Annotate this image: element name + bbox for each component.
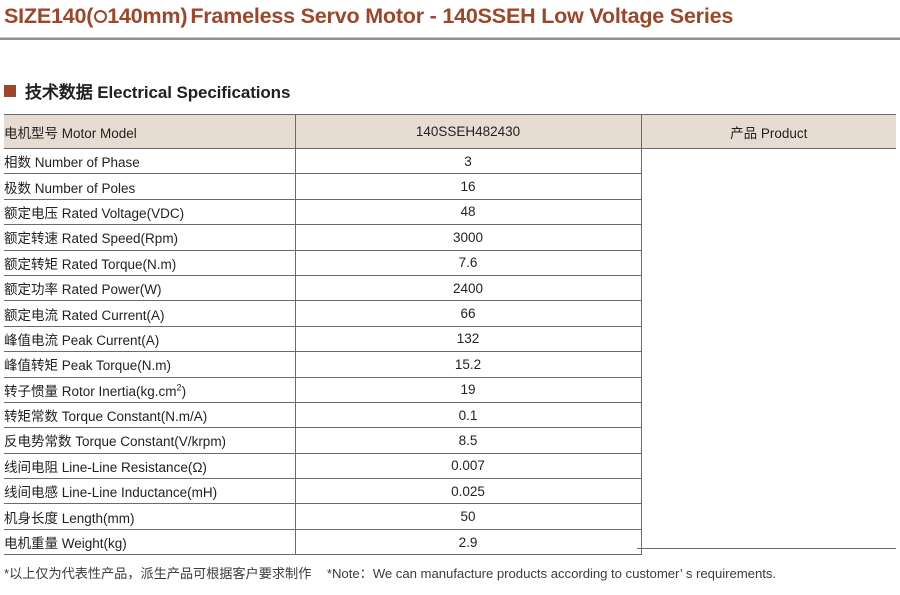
page-title-suffix: Frameless Servo Motor - 140SSEH Low Volt… [190,4,734,28]
circle-outline-icon [94,10,108,23]
row-value: 50 [295,503,642,530]
row-label: 极数 Number of Poles [4,173,296,200]
row-value: 0.025 [295,478,642,505]
footnote-en: *Note：We can manufacture products accord… [326,566,777,581]
row-label: 反电势常数 Torque Constant(V/krpm) [4,427,296,454]
row-label: 额定功率 Rated Power(W) [4,275,296,302]
row-label: 额定电流 Rated Current(A) [4,300,296,327]
table-row: 额定转矩 Rated Torque(N.m) 7.6 [4,250,896,276]
product-column-bottom-rule [637,548,896,549]
row-value: 3 [295,148,642,175]
table-header-row: 电机型号 Motor Model 140SSEH482430 产品 Produc… [4,114,896,149]
row-value: 15.2 [295,351,642,378]
product-image-cell [641,149,896,555]
row-label: 线间电感 Line-Line Inductance(mH) [4,478,296,505]
column-header-motor-model: 电机型号 Motor Model [4,114,296,149]
column-header-product: 产品 Product [641,114,896,149]
page-title-diameter: 140mm [107,4,181,28]
footnote: *以上仅为代表性产品，派生产品可根据客户要求制作 *Note：We can ma… [4,563,776,582]
row-label: 转矩常数 Torque Constant(N.m/A) [4,402,296,429]
row-label: 峰值电流 Peak Current(A) [4,326,296,353]
row-value: 2.9 [295,529,642,556]
row-value: 0.007 [295,453,642,480]
table-row: 转矩常数 Torque Constant(N.m/A) 0.1 [4,402,896,429]
table-row: 极数 Number of Poles 16 [4,173,896,200]
table-row: 额定功率 Rated Power(W) 2400 [4,275,896,302]
row-label: 相数 Number of Phase [4,148,296,175]
page-title-prefix: SIZE140 [4,4,87,28]
row-value: 0.1 [295,402,642,429]
row-label: 转子惯量 Rotor Inertia(kg.cm2) [4,377,296,403]
table-row: 峰值转矩 Peak Torque(N.m) 15.2 [4,351,896,378]
electrical-specifications-table: 电机型号 Motor Model 140SSEH482430 产品 Produc… [4,114,896,556]
row-label-prefix: 转子惯量 Rotor Inertia(kg.cm [4,383,177,399]
row-label: 机身长度 Length(mm) [4,503,296,530]
row-value: 19 [295,377,642,403]
table-row: 线间电感 Line-Line Inductance(mH) 0.025 [4,478,896,505]
row-label-superscript: 2 [176,382,182,393]
section-heading-label: 技术数据 Electrical Specifications [25,83,291,102]
title-divider [0,37,900,40]
row-value: 7.6 [295,250,642,276]
row-value: 48 [295,199,642,226]
table-row: 转子惯量 Rotor Inertia(kg.cm2) 19 [4,377,896,403]
row-value: 3000 [295,224,642,251]
square-bullet-icon [4,84,16,97]
table-row: 峰值电流 Peak Current(A) 132 [4,326,896,353]
row-label: 额定电压 Rated Voltage(VDC) [4,199,296,226]
row-value: 8.5 [295,427,642,454]
row-label: 峰值转矩 Peak Torque(N.m) [4,351,296,378]
row-label: 电机重量 Weight(kg) [4,529,296,556]
table-row: 机身长度 Length(mm) 50 [4,503,896,530]
table-row: 反电势常数 Torque Constant(V/krpm) 8.5 [4,427,896,454]
section-heading: 技术数据 Electrical Specifications [4,78,290,103]
table-row: 额定转速 Rated Speed(Rpm) 3000 [4,224,896,251]
page-title: SIZE140(140mm) Frameless Servo Motor - 14… [4,4,733,29]
page-title-paren-open: ( [86,4,94,28]
row-value: 66 [295,300,642,327]
row-value: 132 [295,326,642,353]
row-value: 2400 [295,275,642,302]
row-label: 额定转速 Rated Speed(Rpm) [4,224,296,251]
row-label: 额定转矩 Rated Torque(N.m) [4,250,296,276]
page-title-paren-close: ) [180,4,188,28]
footnote-cn: *以上仅为代表性产品，派生产品可根据客户要求制作 [4,566,312,581]
table-row: 额定电压 Rated Voltage(VDC) 48 [4,199,896,226]
table-row: 相数 Number of Phase 3 [4,148,896,175]
row-label-suffix: ) [181,383,187,399]
row-value: 16 [295,173,642,200]
table-row: 额定电流 Rated Current(A) 66 [4,300,896,327]
row-label: 线间电阻 Line-Line Resistance(Ω) [4,453,296,480]
column-header-model-number: 140SSEH482430 [295,114,642,149]
table-row: 电机重量 Weight(kg) 2.9 [4,529,896,556]
table-row: 线间电阻 Line-Line Resistance(Ω) 0.007 [4,453,896,480]
